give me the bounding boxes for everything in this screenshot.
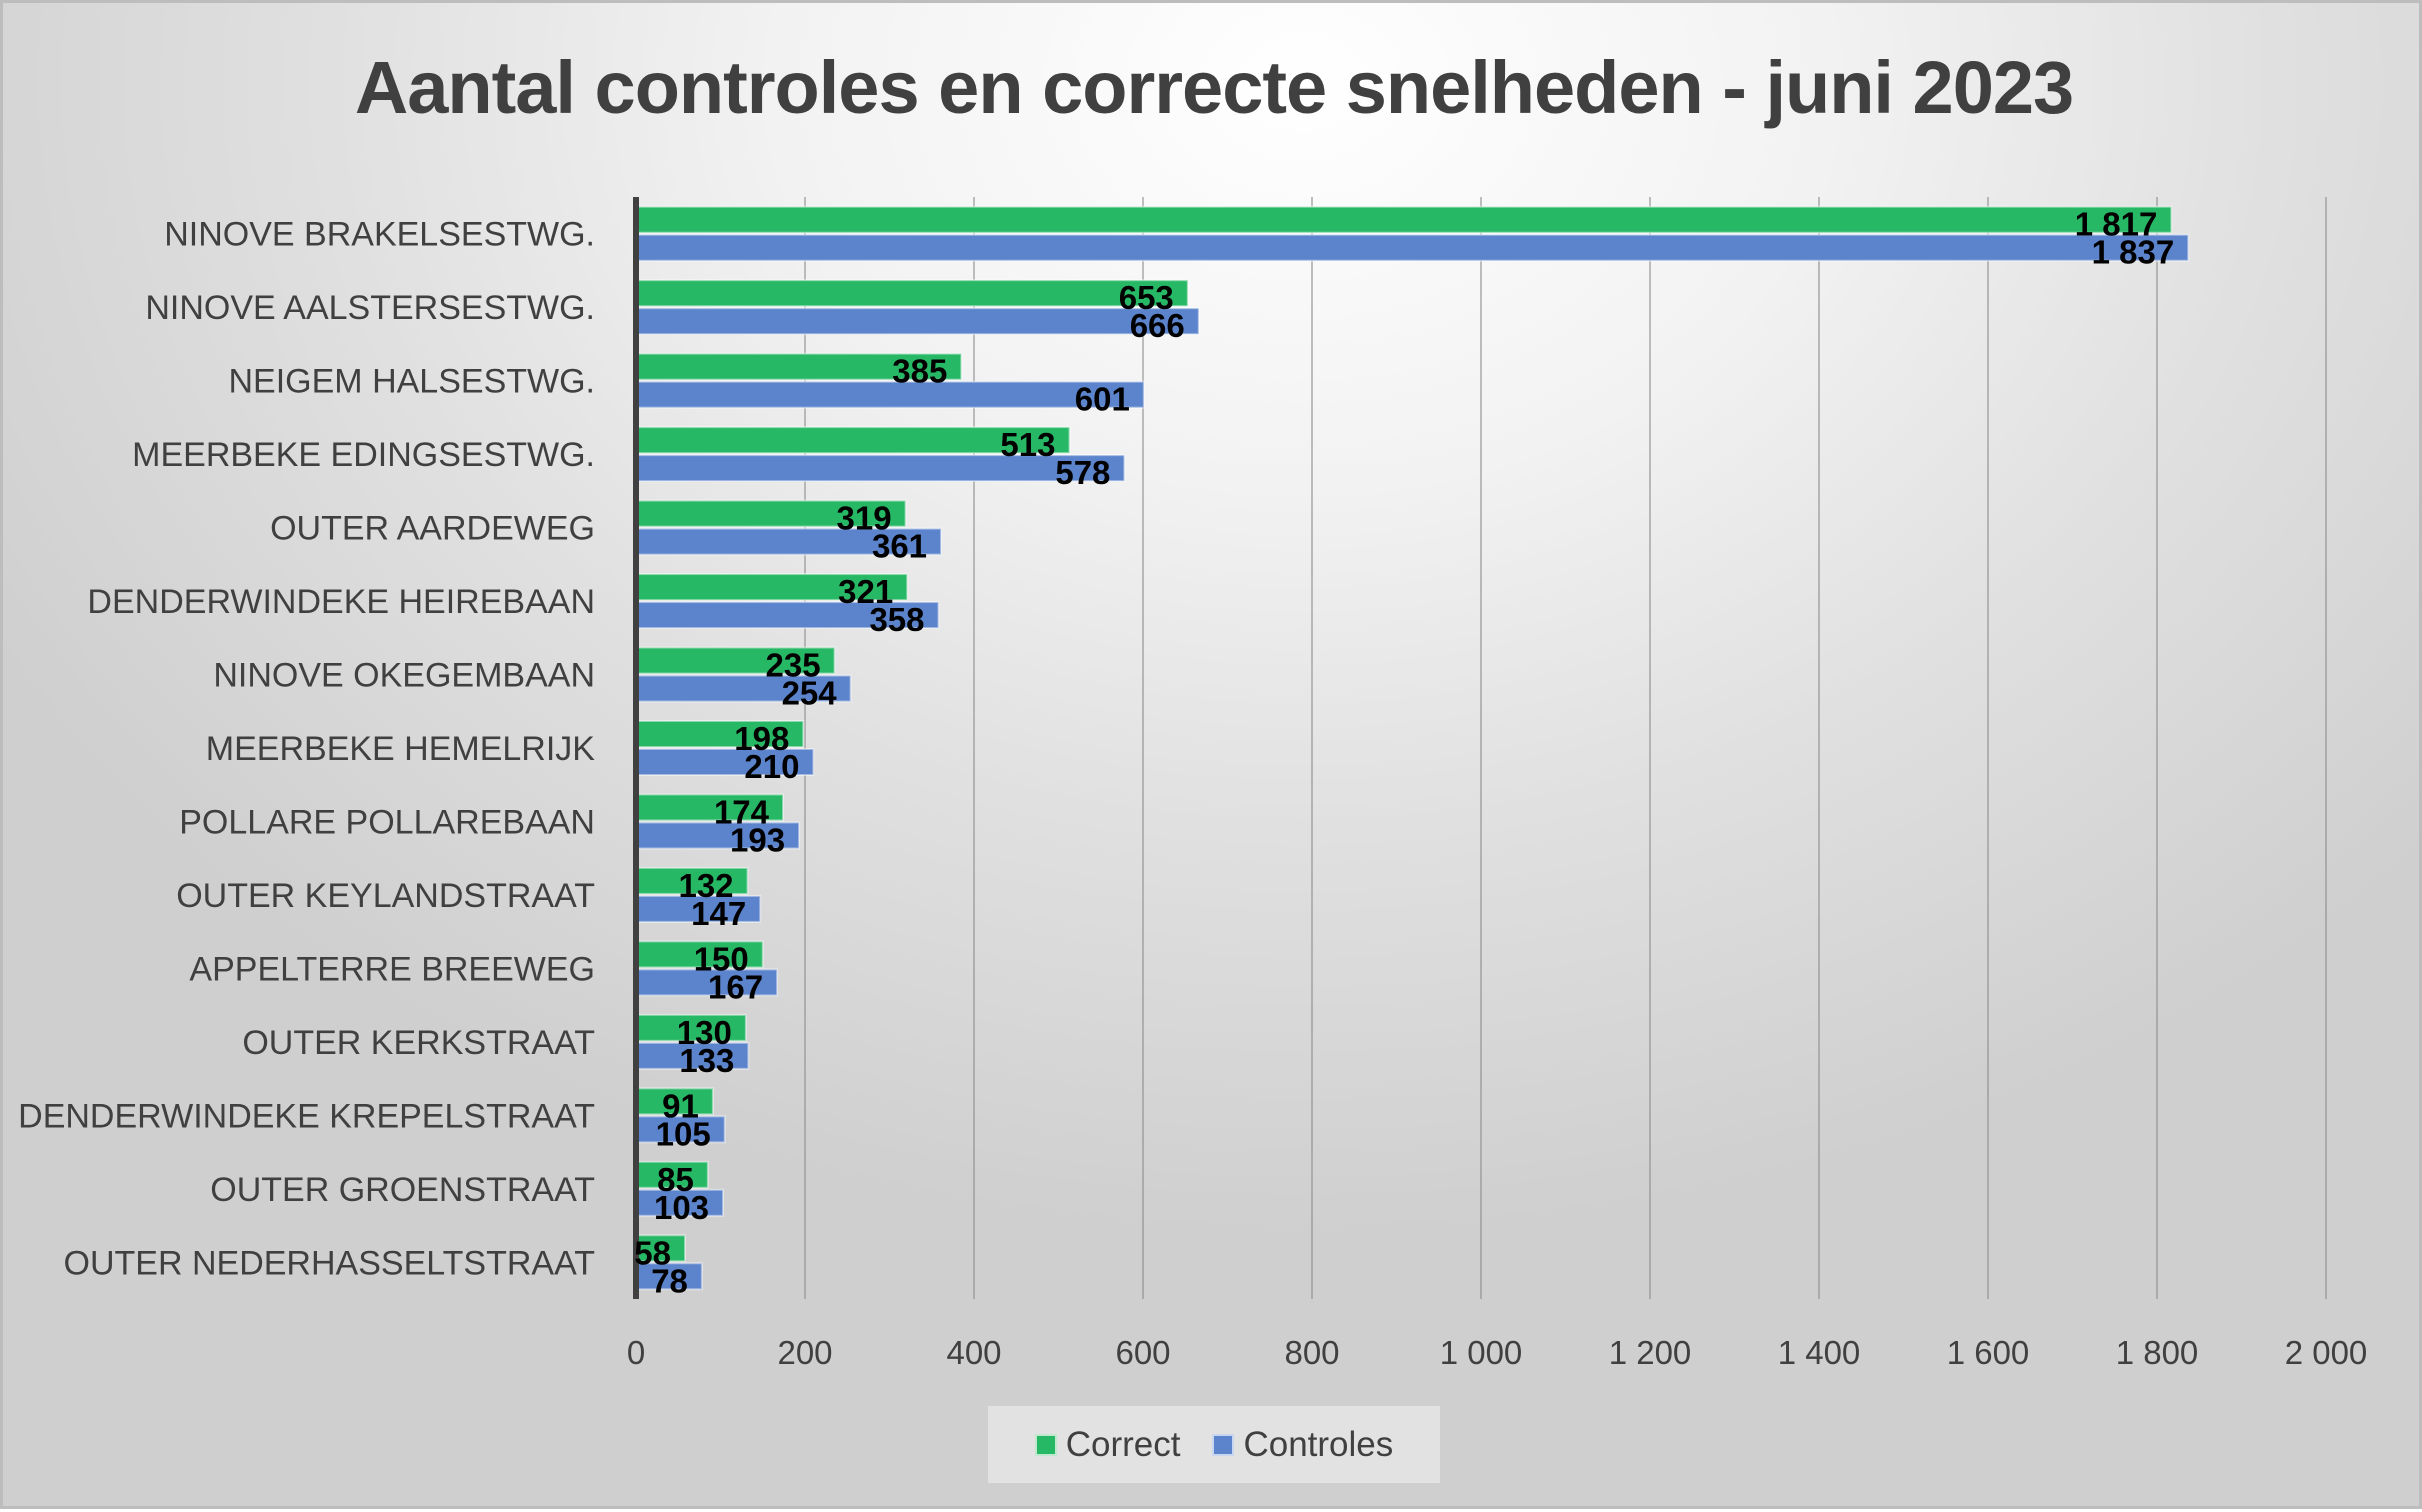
- data-label-correct: 1 817: [2075, 206, 2158, 243]
- data-label-controles: 103: [654, 1189, 709, 1226]
- bar-correct: [635, 499, 907, 528]
- category-labels: NINOVE BRAKELSESTWG. NINOVE AALSTERSESTWG…: [18, 216, 595, 1283]
- bar-controles: [635, 1262, 703, 1291]
- category-label: NINOVE OKEGEMBAAN: [213, 657, 595, 695]
- data-label-controles: 167: [708, 968, 763, 1005]
- data-label-controles: 666: [1130, 307, 1185, 344]
- x-tick-label: 1 000: [1440, 1334, 1523, 1371]
- bars: [635, 205, 2190, 1291]
- bar-controles: [635, 968, 779, 997]
- category-label: OUTER GROENSTRAAT: [210, 1171, 595, 1209]
- data-label-controles: 578: [1055, 454, 1110, 491]
- bar-controles: [635, 674, 852, 703]
- category-label: NINOVE AALSTERSESTWG.: [145, 289, 595, 327]
- plot-area: NINOVE BRAKELSESTWG. NINOVE AALSTERSESTWG…: [18, 197, 2367, 1371]
- data-label-correct: 132: [678, 867, 733, 904]
- data-label-controles: 210: [744, 748, 799, 785]
- x-tick-label: 400: [946, 1334, 1001, 1371]
- bar-controles: [635, 1188, 725, 1217]
- bar-correct: [635, 646, 836, 675]
- data-label-correct: 174: [714, 793, 770, 830]
- category-label: MEERBEKE EDINGSESTWG.: [132, 436, 595, 474]
- data-label-correct: 150: [694, 940, 749, 977]
- bar-correct: [635, 1087, 714, 1116]
- data-label-controles: 193: [730, 821, 785, 858]
- category-label: OUTER KEYLANDSTRAAT: [176, 877, 595, 915]
- category-label: OUTER KERKSTRAAT: [242, 1024, 595, 1062]
- bar-controles: [635, 307, 1200, 336]
- bar-controles: [635, 380, 1145, 409]
- data-label-correct: 85: [657, 1161, 694, 1198]
- bar-controles: [635, 1041, 750, 1070]
- data-label-correct: 198: [734, 720, 789, 757]
- x-tick-label: 200: [777, 1334, 832, 1371]
- category-label: POLLARE POLLAREBAAN: [179, 803, 595, 841]
- data-label-controles: 361: [872, 528, 927, 565]
- data-label-correct: 91: [662, 1087, 699, 1124]
- data-label-controles: 358: [869, 601, 924, 638]
- data-label-controles: 133: [679, 1042, 734, 1079]
- data-label-correct: 321: [838, 573, 893, 610]
- data-label-correct: 235: [766, 647, 821, 684]
- x-tick-label: 1 400: [1778, 1334, 1861, 1371]
- bar-correct: [635, 426, 1071, 455]
- category-label: OUTER NEDERHASSELTSTRAAT: [64, 1244, 595, 1282]
- x-tick-label: 800: [1284, 1334, 1339, 1371]
- x-tick-label: 1 800: [2116, 1334, 2199, 1371]
- data-label-correct: 58: [634, 1234, 671, 1271]
- category-label: OUTER AARDEWEG: [270, 510, 595, 548]
- category-label: DENDERWINDEKE HEIREBAAN: [87, 583, 595, 621]
- data-label-controles: 254: [782, 675, 838, 712]
- category-label: NINOVE BRAKELSESTWG.: [164, 216, 595, 254]
- legend-label-correct: Correct: [1065, 1424, 1181, 1464]
- legend: Correct Controles: [988, 1406, 1440, 1483]
- legend-label-controles: Controles: [1243, 1424, 1394, 1464]
- category-label: DENDERWINDEKE KREPELSTRAAT: [18, 1097, 595, 1135]
- legend-item-controles[interactable]: Controles: [1212, 1425, 1393, 1465]
- bar-correct: [635, 1160, 709, 1189]
- data-label-controles: 147: [691, 895, 746, 932]
- bar-correct: [635, 205, 2173, 234]
- x-tick-label: 0: [627, 1334, 645, 1371]
- value-axis-ticks: 0 200 400 600 800 1 000 1 200 1 400 1 600 1 800 2 …: [627, 1334, 2367, 1371]
- bar-correct: [635, 352, 963, 381]
- category-label: MEERBEKE HEMELRIJK: [206, 730, 596, 768]
- x-tick-label: 1 200: [1609, 1334, 1692, 1371]
- data-label-correct: 385: [892, 353, 947, 390]
- data-label-correct: 130: [677, 1014, 732, 1051]
- x-tick-label: 1 600: [1947, 1334, 2030, 1371]
- x-tick-label: 2 000: [2285, 1334, 2368, 1371]
- legend-swatch-controles: [1212, 1433, 1235, 1456]
- bar-controles: [635, 233, 2190, 262]
- data-label-controles: 1 837: [2092, 234, 2175, 271]
- gridlines: [804, 197, 2327, 1299]
- legend-swatch-correct: [1034, 1433, 1057, 1456]
- legend-item-correct[interactable]: Correct: [1034, 1424, 1181, 1465]
- data-label-controles: 105: [656, 1115, 711, 1152]
- x-tick-label: 600: [1115, 1334, 1170, 1371]
- bar-correct: [635, 940, 764, 969]
- data-label-correct: 653: [1119, 279, 1174, 316]
- bar-correct: [635, 279, 1189, 308]
- chart-title: Aantal controles en correcte snelheden -…: [354, 46, 2074, 129]
- category-label: APPELTERRE BREEWEG: [189, 950, 595, 988]
- data-label-correct: 319: [836, 500, 891, 537]
- data-label-controles: 601: [1075, 381, 1130, 418]
- bar-correct: [635, 720, 805, 748]
- data-label-controles: 78: [651, 1262, 688, 1299]
- bar-controles: [635, 748, 815, 776]
- category-label: NEIGEM HALSESTWG.: [229, 363, 596, 401]
- data-label-correct: 513: [1000, 426, 1055, 463]
